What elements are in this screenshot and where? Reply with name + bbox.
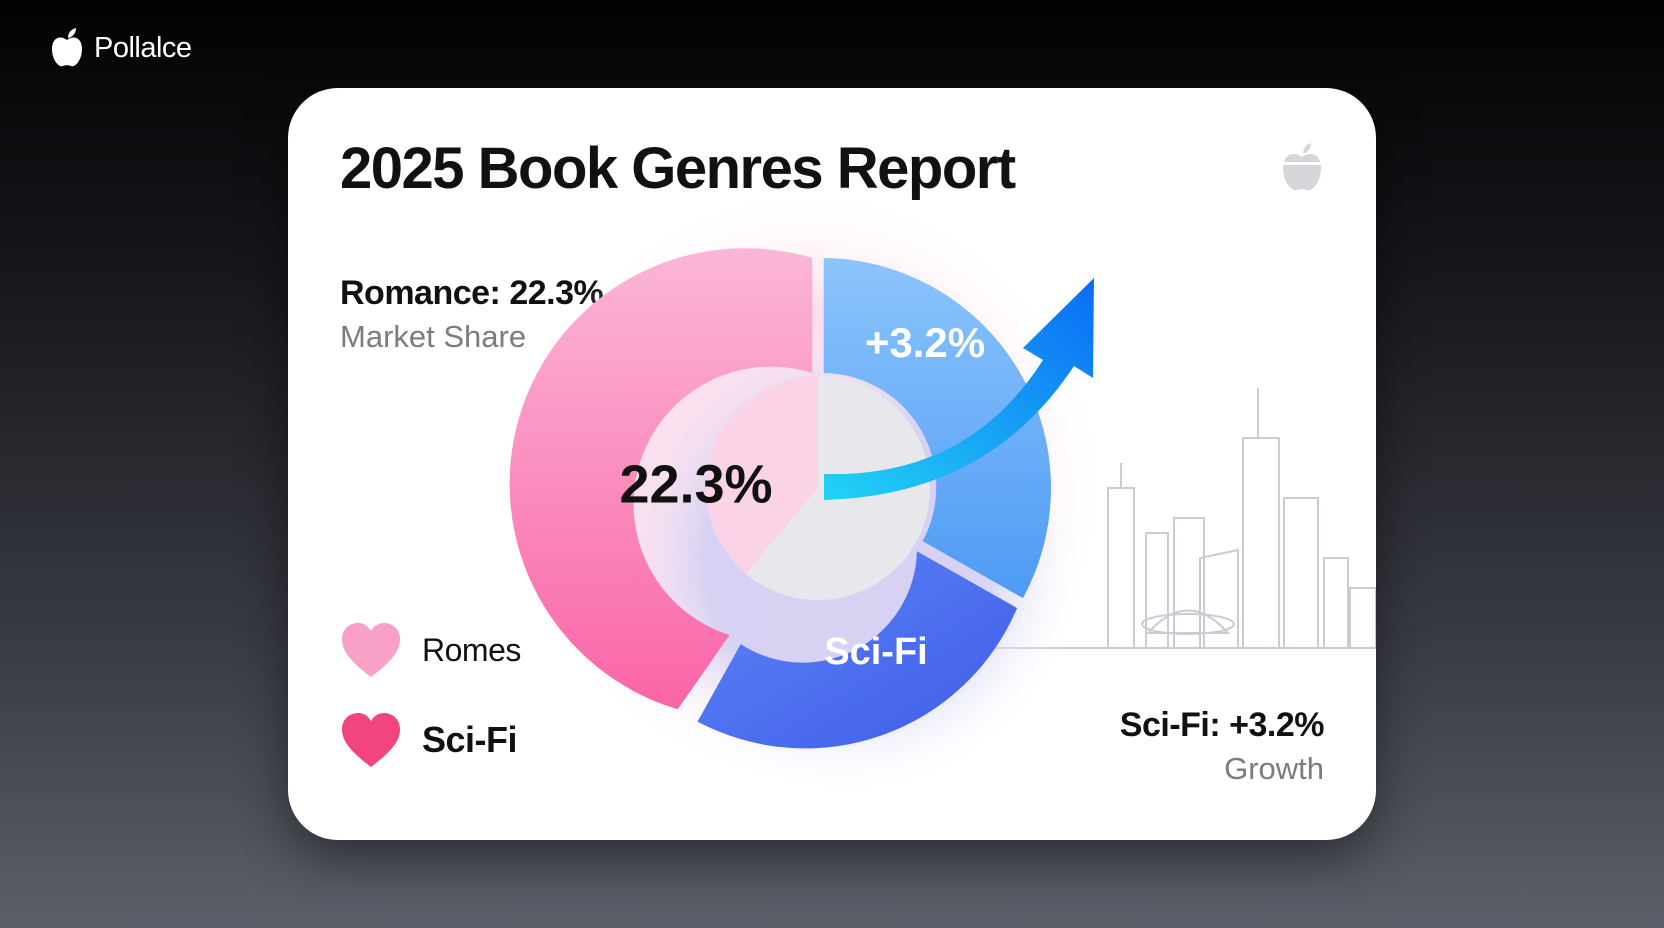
genre-donut-chart: 22.3% +3.2% Sci-Fi — [508, 186, 1376, 798]
heart-icon — [342, 623, 400, 677]
scifi-stat: Sci-Fi: +3.2% Growth — [1119, 706, 1325, 787]
donut-segment-growth — [823, 258, 1051, 599]
segment-label-scifi: Sci-Fi — [824, 631, 927, 673]
brand: Pollalce — [50, 26, 192, 70]
segment-label-growth: +3.2% — [865, 319, 985, 366]
apple-logo-icon — [52, 28, 82, 67]
report-card: 2025 Book Genres Report Romance: 22.3% M… — [288, 88, 1376, 840]
romance-stat-caption: Market Share — [340, 319, 527, 354]
chart-legend: Romes Sci-Fi — [340, 620, 521, 800]
legend-heart-shape — [342, 713, 400, 767]
legend-label: Romes — [422, 631, 521, 668]
legend-item: Romes — [340, 620, 521, 680]
scifi-stat-value: Sci-Fi: +3.2% — [1119, 706, 1325, 744]
romance-stat-value: Romance: 22.3% — [340, 274, 604, 312]
donut-hole-romance-tint — [705, 375, 818, 574]
legend-item: Sci-Fi — [340, 710, 521, 770]
city-skyline-illustration — [988, 388, 1376, 649]
growth-arrow-icon — [824, 278, 1094, 500]
heart-icon — [342, 713, 400, 767]
romance-stat: Romance: 22.3% Market Share — [340, 274, 604, 355]
donut-segment-scifi — [697, 551, 1018, 749]
legend-label: Sci-Fi — [422, 719, 518, 760]
legend-heart-shape — [342, 623, 400, 677]
donut-segment-romance — [509, 248, 813, 710]
apple-logo-icon — [1280, 143, 1324, 191]
page-title: 2025 Book Genres Report — [340, 136, 1016, 201]
brand-name: Pollalce — [94, 31, 192, 64]
scifi-stat-caption: Growth — [1224, 751, 1324, 786]
segment-label-romance: 22.3% — [619, 454, 772, 514]
